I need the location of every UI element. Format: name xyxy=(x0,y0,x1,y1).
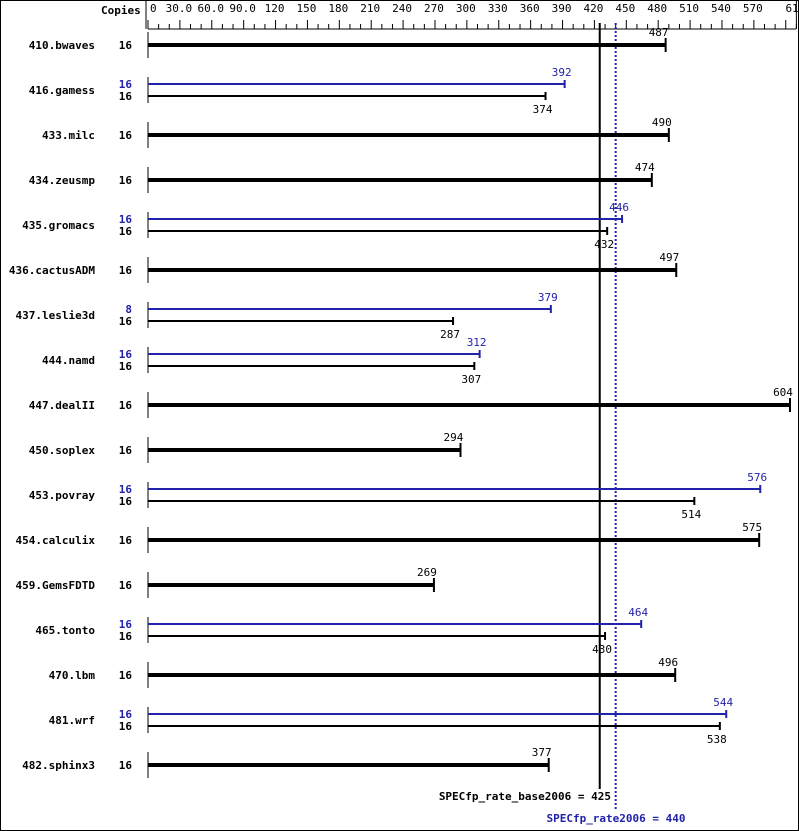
base-copies: 16 xyxy=(119,264,133,277)
axis-tick-label: 240 xyxy=(392,2,412,15)
benchmark-label: 435.gromacs xyxy=(22,219,95,232)
benchmark-label: 433.milc xyxy=(42,129,95,142)
axis-tick-label: 540 xyxy=(711,2,731,15)
benchmark-label: 444.namd xyxy=(42,354,95,367)
peak-value-label: 544 xyxy=(713,696,733,709)
base-value-label: 604 xyxy=(773,386,793,399)
axis-tick-label: 480 xyxy=(647,2,667,15)
axis-tick-label: 30.0 xyxy=(166,2,193,15)
base-value-label: 307 xyxy=(461,373,481,386)
peak-copies: 16 xyxy=(119,78,133,91)
base-copies: 16 xyxy=(119,444,133,457)
base-value-label: 374 xyxy=(533,103,553,116)
base-copies: 16 xyxy=(119,360,133,373)
base-copies: 16 xyxy=(119,720,133,733)
benchmark-label: 450.soplex xyxy=(29,444,96,457)
benchmark-label: 437.leslie3d xyxy=(16,309,95,322)
base-copies: 16 xyxy=(119,399,133,412)
base-value-label: 575 xyxy=(742,521,762,534)
axis-tick-label: 330 xyxy=(488,2,508,15)
axis-tick-label: 90.0 xyxy=(229,2,256,15)
base-copies: 16 xyxy=(119,174,133,187)
peak-copies: 8 xyxy=(125,303,132,316)
benchmark-label: 470.lbm xyxy=(49,669,96,682)
benchmark-label: 459.GemsFDTD xyxy=(16,579,96,592)
base-value-label: 432 xyxy=(594,238,614,251)
peak-copies: 16 xyxy=(119,708,133,721)
axis-tick-label: 0 xyxy=(150,2,157,15)
peak-copies: 16 xyxy=(119,618,133,631)
benchmark-label: 434.zeusmp xyxy=(29,174,96,187)
peak-value-label: 312 xyxy=(467,336,487,349)
axis-tick-label: 360 xyxy=(520,2,540,15)
axis-tick-label: 300 xyxy=(456,2,476,15)
axis-tick-label: 510 xyxy=(679,2,699,15)
peak-value-label: 464 xyxy=(628,606,648,619)
base-value-label: 497 xyxy=(659,251,679,264)
benchmark-label: 482.sphinx3 xyxy=(22,759,95,772)
base-copies: 16 xyxy=(119,39,133,52)
base-copies: 16 xyxy=(119,315,133,328)
axis-tick-label: 450 xyxy=(615,2,635,15)
base-value-label: 269 xyxy=(417,566,437,579)
base-value-label: 430 xyxy=(592,643,612,656)
axis-tick-label: 390 xyxy=(552,2,572,15)
axis-tick-label: 570 xyxy=(743,2,763,15)
base-copies: 16 xyxy=(119,630,133,643)
benchmark-label: 410.bwaves xyxy=(29,39,95,52)
axis-tick-label: 210 xyxy=(360,2,380,15)
peak-copies: 16 xyxy=(119,213,133,226)
base-summary-label: SPECfp_rate_base2006 = 425 xyxy=(439,790,611,803)
base-value-label: 474 xyxy=(635,161,655,174)
base-value-label: 538 xyxy=(707,733,727,746)
base-copies: 16 xyxy=(119,759,133,772)
base-copies: 16 xyxy=(119,129,133,142)
benchmark-label: 454.calculix xyxy=(16,534,96,547)
base-copies: 16 xyxy=(119,534,133,547)
peak-copies: 16 xyxy=(119,348,133,361)
base-value-label: 514 xyxy=(681,508,701,521)
peak-value-label: 392 xyxy=(552,66,572,79)
axis-tick-label: 610 xyxy=(785,2,799,15)
axis-tick-label: 270 xyxy=(424,2,444,15)
base-value-label: 294 xyxy=(444,431,464,444)
peak-summary-label: SPECfp_rate2006 = 440 xyxy=(546,812,685,825)
base-value-label: 487 xyxy=(649,26,669,39)
peak-value-label: 576 xyxy=(747,471,767,484)
peak-value-label: 446 xyxy=(609,201,629,214)
base-value-label: 490 xyxy=(652,116,672,129)
benchmark-label: 416.gamess xyxy=(29,84,95,97)
base-copies: 16 xyxy=(119,90,133,103)
axis-tick-label: 60.0 xyxy=(198,2,225,15)
benchmark-label: 481.wrf xyxy=(49,714,95,727)
copies-header: Copies xyxy=(101,4,141,17)
base-copies: 16 xyxy=(119,669,133,682)
base-value-label: 287 xyxy=(440,328,460,341)
base-value-label: 496 xyxy=(658,656,678,669)
peak-value-label: 379 xyxy=(538,291,558,304)
benchmark-label: 453.povray xyxy=(29,489,96,502)
base-value-label: 377 xyxy=(532,746,552,759)
benchmark-label: 465.tonto xyxy=(35,624,95,637)
axis-tick-label: 150 xyxy=(296,2,316,15)
base-copies: 16 xyxy=(119,579,133,592)
axis-tick-label: 120 xyxy=(265,2,285,15)
benchmark-label: 436.cactusADM xyxy=(9,264,95,277)
base-copies: 16 xyxy=(119,225,133,238)
axis-tick-label: 420 xyxy=(583,2,603,15)
peak-copies: 16 xyxy=(119,483,133,496)
benchmark-label: 447.dealII xyxy=(29,399,95,412)
axis-tick-label: 180 xyxy=(328,2,348,15)
base-copies: 16 xyxy=(119,495,133,508)
